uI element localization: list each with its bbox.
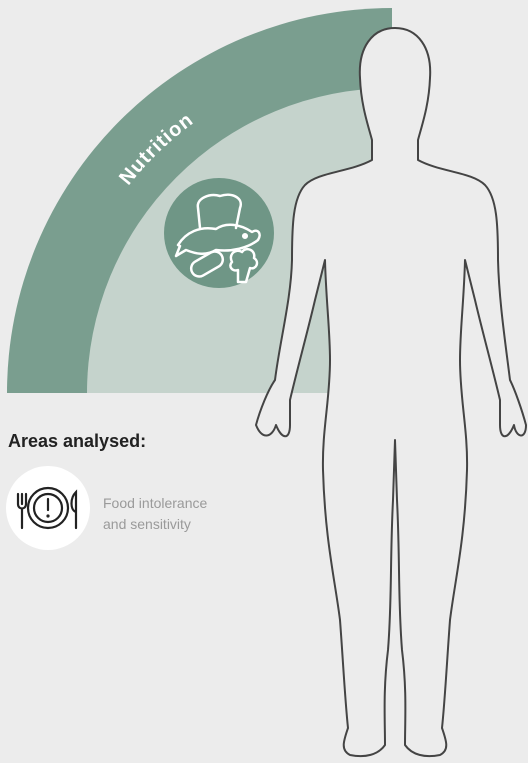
page: Nutrition Areas analysed: Food intoleran… [0,0,528,763]
nutrition-icon [164,178,274,288]
area-label: and sensitivity [103,516,191,532]
section-heading: Areas analysed: [8,431,146,451]
plate-icon [6,466,90,550]
infographic: Nutrition Areas analysed: Food intoleran… [0,0,528,763]
area-label: Food intolerance [103,495,208,511]
